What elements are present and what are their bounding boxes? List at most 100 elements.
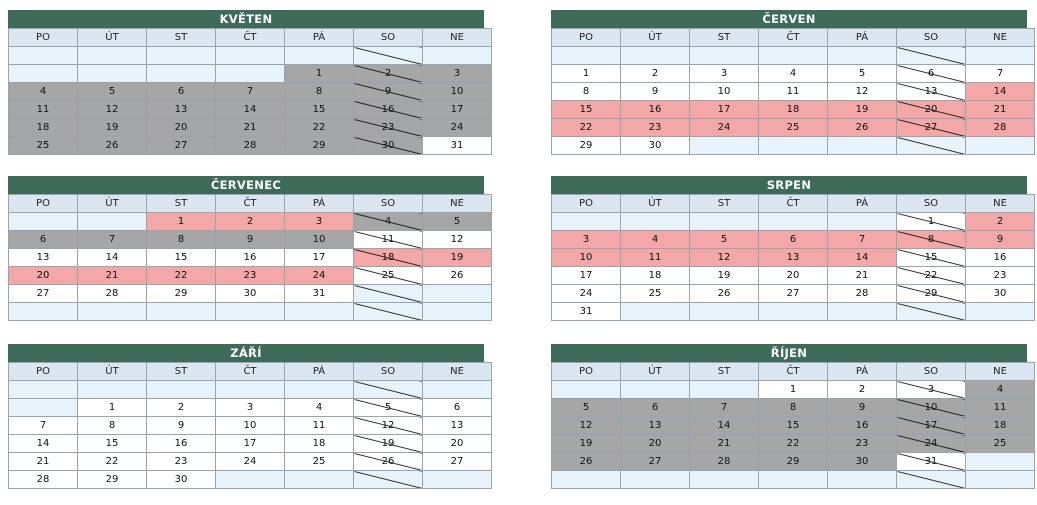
empty-cell[interactable] bbox=[965, 136, 1035, 155]
empty-cell[interactable] bbox=[896, 46, 966, 65]
day-cell[interactable]: 2 bbox=[353, 64, 423, 83]
empty-cell[interactable] bbox=[827, 46, 897, 65]
day-cell[interactable]: 22 bbox=[146, 266, 216, 285]
day-cell[interactable]: 14 bbox=[77, 248, 147, 267]
empty-cell[interactable] bbox=[215, 302, 285, 321]
day-cell[interactable]: 6 bbox=[422, 398, 492, 417]
day-cell[interactable]: 4 bbox=[620, 230, 690, 249]
day-cell[interactable]: 15 bbox=[77, 434, 147, 453]
day-cell[interactable]: 2 bbox=[620, 64, 690, 83]
empty-cell[interactable] bbox=[965, 452, 1035, 471]
empty-cell[interactable] bbox=[8, 398, 78, 417]
day-cell[interactable]: 25 bbox=[620, 284, 690, 303]
day-cell[interactable]: 2 bbox=[215, 212, 285, 231]
day-cell[interactable]: 25 bbox=[8, 136, 78, 155]
day-cell[interactable]: 13 bbox=[758, 248, 828, 267]
empty-cell[interactable] bbox=[689, 46, 759, 65]
day-cell[interactable]: 22 bbox=[284, 118, 354, 137]
empty-cell[interactable] bbox=[758, 136, 828, 155]
empty-cell[interactable] bbox=[146, 46, 216, 65]
day-cell[interactable]: 17 bbox=[422, 100, 492, 119]
day-cell[interactable]: 17 bbox=[689, 100, 759, 119]
day-cell[interactable]: 21 bbox=[689, 434, 759, 453]
day-cell[interactable]: 24 bbox=[551, 284, 621, 303]
day-cell[interactable]: 16 bbox=[215, 248, 285, 267]
day-cell[interactable]: 14 bbox=[965, 82, 1035, 101]
day-cell[interactable]: 12 bbox=[422, 230, 492, 249]
day-cell[interactable]: 10 bbox=[422, 82, 492, 101]
empty-cell[interactable] bbox=[689, 212, 759, 231]
day-cell[interactable]: 24 bbox=[215, 452, 285, 471]
day-cell[interactable]: 1 bbox=[284, 64, 354, 83]
day-cell[interactable]: 23 bbox=[965, 266, 1035, 285]
day-cell[interactable]: 30 bbox=[620, 136, 690, 155]
day-cell[interactable]: 23 bbox=[215, 266, 285, 285]
day-cell[interactable]: 3 bbox=[284, 212, 354, 231]
day-cell[interactable]: 29 bbox=[77, 470, 147, 489]
day-cell[interactable]: 13 bbox=[146, 100, 216, 119]
empty-cell[interactable] bbox=[965, 470, 1035, 489]
day-cell[interactable]: 20 bbox=[758, 266, 828, 285]
day-cell[interactable]: 20 bbox=[146, 118, 216, 137]
day-cell[interactable]: 7 bbox=[689, 398, 759, 417]
day-cell[interactable]: 18 bbox=[965, 416, 1035, 435]
day-cell[interactable]: 26 bbox=[77, 136, 147, 155]
day-cell[interactable]: 16 bbox=[620, 100, 690, 119]
day-cell[interactable]: 9 bbox=[215, 230, 285, 249]
day-cell[interactable]: 7 bbox=[827, 230, 897, 249]
empty-cell[interactable] bbox=[620, 470, 690, 489]
day-cell[interactable]: 1 bbox=[758, 380, 828, 399]
day-cell[interactable]: 15 bbox=[146, 248, 216, 267]
day-cell[interactable]: 19 bbox=[689, 266, 759, 285]
day-cell[interactable]: 14 bbox=[215, 100, 285, 119]
day-cell[interactable]: 11 bbox=[758, 82, 828, 101]
day-cell[interactable]: 6 bbox=[620, 398, 690, 417]
day-cell[interactable]: 3 bbox=[215, 398, 285, 417]
day-cell[interactable]: 18 bbox=[284, 434, 354, 453]
empty-cell[interactable] bbox=[8, 212, 78, 231]
empty-cell[interactable] bbox=[422, 380, 492, 399]
day-cell[interactable]: 5 bbox=[353, 398, 423, 417]
day-cell[interactable]: 6 bbox=[758, 230, 828, 249]
empty-cell[interactable] bbox=[284, 470, 354, 489]
day-cell[interactable]: 30 bbox=[965, 284, 1035, 303]
empty-cell[interactable] bbox=[620, 380, 690, 399]
day-cell[interactable]: 27 bbox=[422, 452, 492, 471]
empty-cell[interactable] bbox=[77, 380, 147, 399]
empty-cell[interactable] bbox=[965, 46, 1035, 65]
day-cell[interactable]: 14 bbox=[827, 248, 897, 267]
day-cell[interactable]: 11 bbox=[8, 100, 78, 119]
day-cell[interactable]: 24 bbox=[422, 118, 492, 137]
day-cell[interactable]: 8 bbox=[551, 82, 621, 101]
day-cell[interactable]: 29 bbox=[146, 284, 216, 303]
empty-cell[interactable] bbox=[896, 302, 966, 321]
day-cell[interactable]: 31 bbox=[284, 284, 354, 303]
empty-cell[interactable] bbox=[422, 46, 492, 65]
day-cell[interactable]: 24 bbox=[284, 266, 354, 285]
day-cell[interactable]: 12 bbox=[77, 100, 147, 119]
day-cell[interactable]: 28 bbox=[965, 118, 1035, 137]
empty-cell[interactable] bbox=[353, 302, 423, 321]
day-cell[interactable]: 4 bbox=[758, 64, 828, 83]
day-cell[interactable]: 29 bbox=[896, 284, 966, 303]
day-cell[interactable]: 9 bbox=[620, 82, 690, 101]
empty-cell[interactable] bbox=[827, 302, 897, 321]
day-cell[interactable]: 17 bbox=[284, 248, 354, 267]
day-cell[interactable]: 26 bbox=[353, 452, 423, 471]
empty-cell[interactable] bbox=[146, 64, 216, 83]
empty-cell[interactable] bbox=[422, 284, 492, 303]
empty-cell[interactable] bbox=[827, 470, 897, 489]
empty-cell[interactable] bbox=[77, 64, 147, 83]
day-cell[interactable]: 13 bbox=[422, 416, 492, 435]
day-cell[interactable]: 28 bbox=[827, 284, 897, 303]
empty-cell[interactable] bbox=[827, 212, 897, 231]
day-cell[interactable]: 20 bbox=[8, 266, 78, 285]
day-cell[interactable]: 19 bbox=[827, 100, 897, 119]
day-cell[interactable]: 16 bbox=[827, 416, 897, 435]
day-cell[interactable]: 9 bbox=[146, 416, 216, 435]
day-cell[interactable]: 8 bbox=[284, 82, 354, 101]
day-cell[interactable]: 10 bbox=[896, 398, 966, 417]
empty-cell[interactable] bbox=[689, 380, 759, 399]
day-cell[interactable]: 22 bbox=[551, 118, 621, 137]
day-cell[interactable]: 2 bbox=[827, 380, 897, 399]
